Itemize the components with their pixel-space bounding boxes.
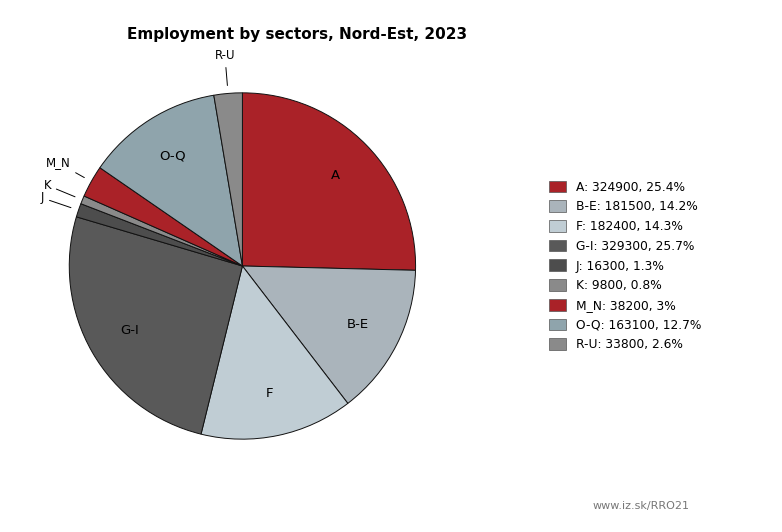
Text: R-U: R-U (214, 49, 235, 86)
Wedge shape (201, 266, 348, 439)
Wedge shape (77, 204, 242, 266)
Text: O-Q: O-Q (160, 150, 186, 163)
Wedge shape (84, 168, 242, 266)
Wedge shape (242, 266, 415, 403)
Text: J: J (41, 192, 71, 207)
Text: M_N: M_N (45, 156, 84, 178)
Text: A: A (331, 169, 340, 182)
Text: F: F (265, 387, 273, 400)
Text: K: K (43, 179, 75, 197)
Wedge shape (100, 95, 242, 266)
Text: Employment by sectors, Nord-Est, 2023: Employment by sectors, Nord-Est, 2023 (127, 27, 467, 41)
Wedge shape (213, 93, 242, 266)
Legend: A: 324900, 25.4%, B-E: 181500, 14.2%, F: 182400, 14.3%, G-I: 329300, 25.7%, J: 1: A: 324900, 25.4%, B-E: 181500, 14.2%, F:… (549, 180, 701, 352)
Wedge shape (242, 93, 415, 270)
Text: B-E: B-E (347, 318, 369, 331)
Text: www.iz.sk/RRO21: www.iz.sk/RRO21 (593, 501, 690, 511)
Text: G-I: G-I (120, 324, 139, 337)
Wedge shape (81, 196, 242, 266)
Wedge shape (70, 217, 242, 434)
